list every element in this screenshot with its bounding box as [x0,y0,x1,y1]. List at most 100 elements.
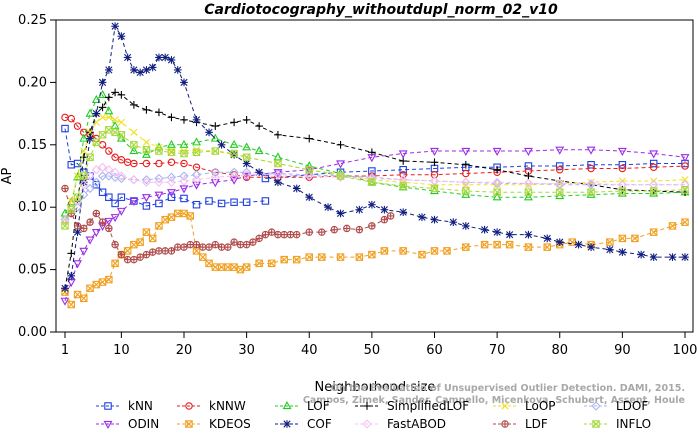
data-point [141,194,151,203]
data-point [399,182,407,190]
data-point [192,240,201,249]
data-point [524,162,533,170]
data-point [86,153,94,162]
data-point [254,146,264,155]
legend-item-simplifiedlof: SimplifiedLOF [355,399,469,413]
data-point [681,176,689,184]
legend-swatch-marker [501,420,509,428]
data-point [61,284,69,293]
data-point [336,253,345,261]
data-point [224,243,232,251]
data-point [242,116,251,124]
data-point [98,188,107,196]
data-point [267,228,276,236]
data-point [155,247,163,255]
data-point [524,181,533,189]
data-point [179,171,189,181]
data-point [142,202,151,210]
data-point [380,215,389,224]
data-point [85,108,95,117]
data-point [292,230,301,239]
data-point [631,234,639,243]
legend: kNN kNNW LOF SimplifiedLOF LoOP LDOF ODIN KDEOS… [96,399,651,431]
series-line [64,24,685,289]
legend-swatch-marker [283,420,291,428]
x-tick-label: 30 [238,343,255,358]
data-point [505,240,514,249]
x-tick-label: 100 [673,343,698,358]
data-point [111,88,119,97]
data-point [229,139,239,148]
data-point [148,248,157,256]
series-line [64,91,686,289]
data-point [462,169,470,178]
data-point [680,180,690,190]
data-point [355,205,364,214]
data-point [236,265,245,274]
legend-label: LOF [307,399,330,413]
data-point [380,205,389,214]
legend-label: FastABOD [387,417,446,431]
data-point [117,156,126,164]
data-point [142,146,151,154]
data-point [273,170,283,180]
data-point [211,240,220,249]
y-tick-label: 0.25 [18,13,47,28]
data-point [680,154,690,163]
data-point [192,148,201,157]
data-point [355,225,364,234]
legend-item-knnw: kNNW [177,399,246,413]
legend-swatch-marker [363,402,371,410]
data-point [211,263,220,271]
y-axis-label: AP [0,167,15,184]
data-point [123,255,132,264]
data-point [73,222,82,230]
data-point [587,164,595,173]
data-point [73,172,82,180]
data-point [461,177,471,187]
data-point [493,188,501,196]
data-point [117,118,125,126]
data-point [166,172,177,182]
legend-item-ldof: LDOF [584,399,648,413]
data-point [236,240,245,249]
data-point [66,197,76,206]
data-point [186,240,195,249]
data-point [199,243,207,251]
x-tick-label: 10 [113,343,130,358]
data-point [368,178,376,186]
data-point [155,199,163,208]
data-point [587,188,595,196]
legend-item-cof: COF [275,417,332,431]
chart-title: Cardiotocography_withoutdupl_norm_02_v10 [204,2,558,18]
legend-swatch-marker [592,420,600,428]
data-point [72,202,83,212]
data-point [98,141,107,149]
data-point [97,162,108,172]
data-point [493,228,501,236]
data-point [61,222,69,230]
legend-item-loop: LoOP [493,399,556,413]
data-point [493,165,501,174]
data-point [205,128,213,137]
data-point [92,109,101,118]
data-point [280,230,288,239]
data-point [261,174,270,183]
axes-layer: 0.00 0.05 0.10 0.15 0.20 0.25 1 10 20 30 40 50 60 70 8… [18,13,697,358]
data-point [649,150,659,159]
data-point [462,187,470,195]
data-point [305,134,314,143]
series-line [265,163,685,179]
data-point [461,222,470,230]
data-point [98,89,108,98]
series-line [64,166,685,223]
legend-label: LDOF [616,399,648,413]
legend-item-odin: ODIN [96,417,159,431]
data-point [110,214,120,223]
data-point [155,222,163,230]
data-point [681,253,689,261]
data-point [123,247,132,255]
data-point [637,250,646,259]
data-point [205,243,213,251]
data-point [618,234,627,243]
